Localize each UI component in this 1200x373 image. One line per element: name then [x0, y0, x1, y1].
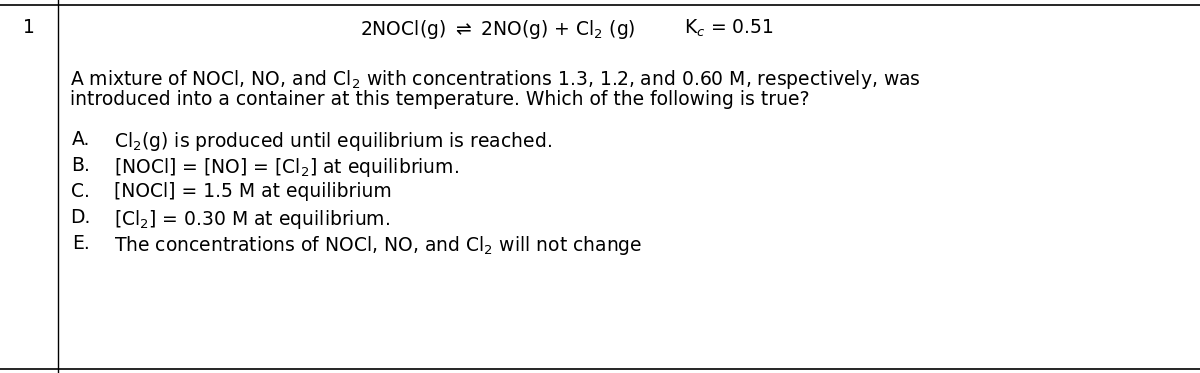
Text: introduced into a container at this temperature. Which of the following is true?: introduced into a container at this temp… — [70, 90, 809, 109]
Text: Cl$_2$(g) is produced until equilibrium is reached.: Cl$_2$(g) is produced until equilibrium … — [114, 130, 552, 153]
Text: [NOCl] = 1.5 M at equilibrium: [NOCl] = 1.5 M at equilibrium — [114, 182, 391, 201]
Text: The concentrations of NOCl, NO, and Cl$_2$ will not change: The concentrations of NOCl, NO, and Cl$_… — [114, 234, 642, 257]
Text: C.: C. — [71, 182, 90, 201]
Text: A mixture of NOCl, NO, and Cl$_2$ with concentrations 1.3, 1.2, and 0.60 M, resp: A mixture of NOCl, NO, and Cl$_2$ with c… — [70, 68, 920, 91]
Text: B.: B. — [71, 156, 90, 175]
Text: D.: D. — [70, 208, 90, 227]
Text: [NOCl] = [NO] = [Cl$_2$] at equilibrium.: [NOCl] = [NO] = [Cl$_2$] at equilibrium. — [114, 156, 458, 179]
Text: K$_c$ = 0.51: K$_c$ = 0.51 — [684, 18, 774, 39]
Text: E.: E. — [72, 234, 90, 253]
Text: [Cl$_2$] = 0.30 M at equilibrium.: [Cl$_2$] = 0.30 M at equilibrium. — [114, 208, 390, 231]
Text: A.: A. — [72, 130, 90, 149]
Text: 2NOCl(g) $\rightleftharpoons$ 2NO(g) + Cl$_2$ (g): 2NOCl(g) $\rightleftharpoons$ 2NO(g) + C… — [360, 18, 636, 41]
Text: 1: 1 — [23, 18, 35, 37]
